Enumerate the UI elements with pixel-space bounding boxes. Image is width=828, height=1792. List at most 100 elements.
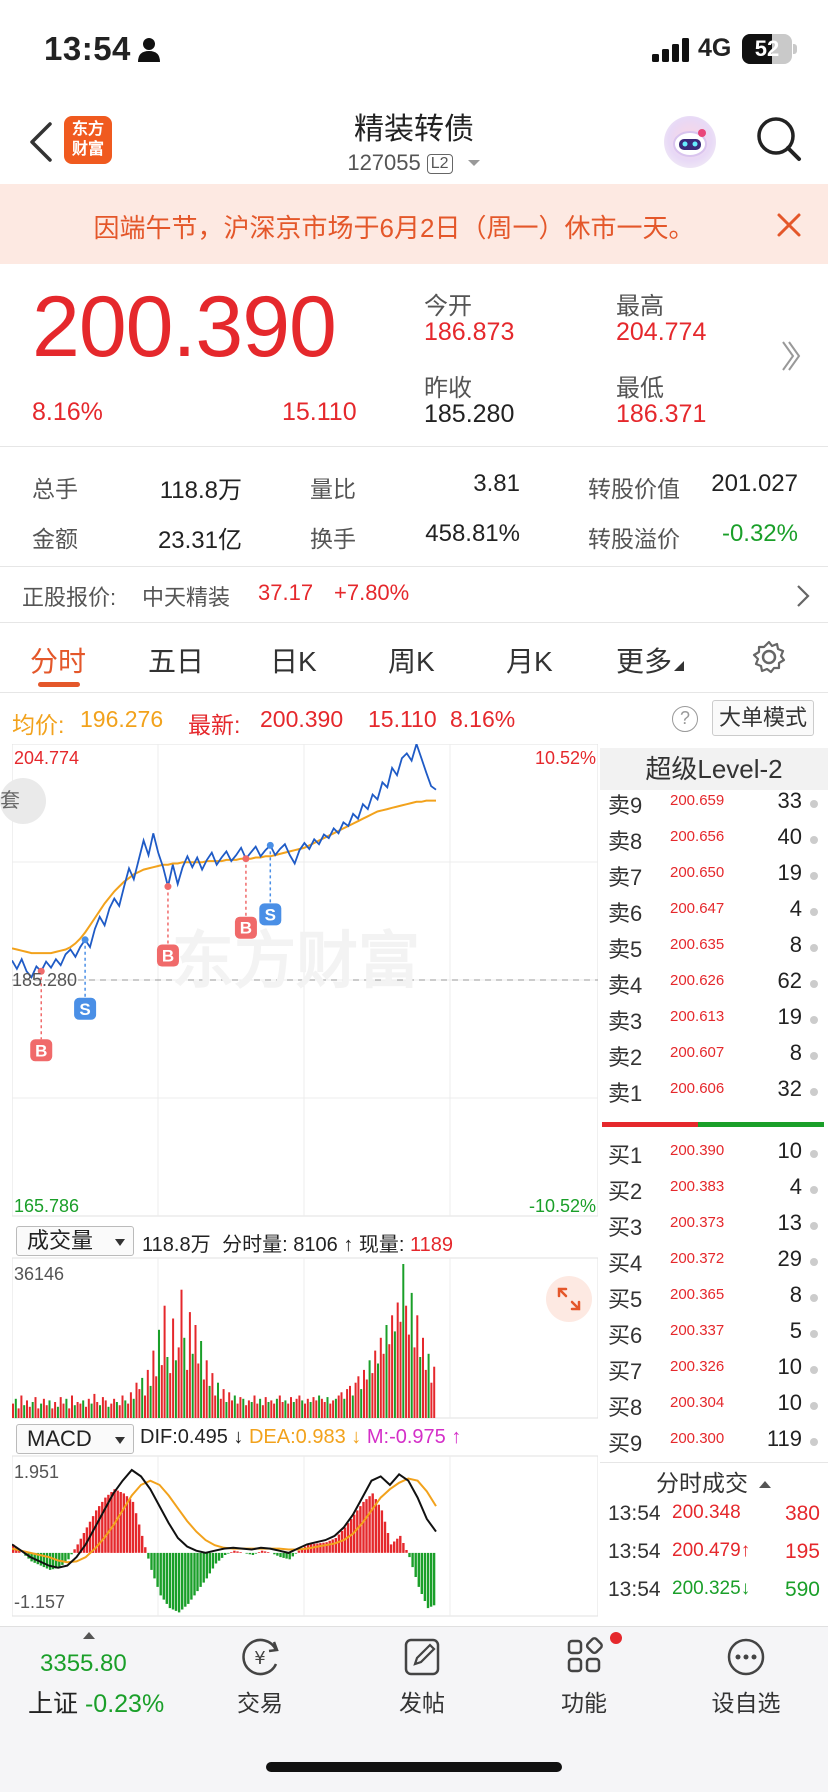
volume-bar — [160, 1365, 163, 1418]
volume-bar — [197, 1363, 200, 1418]
macd-histogram-bar — [119, 1492, 122, 1553]
ask-row[interactable]: 卖8 200.656 40 — [608, 824, 828, 860]
dot-indicator — [810, 1088, 818, 1096]
bid-row[interactable]: 买7 200.326 10 — [608, 1354, 828, 1390]
underlying-name[interactable]: 中天精装 — [142, 585, 231, 610]
volume-bar — [351, 1395, 354, 1418]
tab-intraday[interactable]: 分时 — [30, 646, 87, 677]
volume-bar — [379, 1337, 382, 1418]
macd-histogram-bar — [316, 1543, 319, 1553]
volume-indicator-select[interactable]: 成交量 — [16, 1226, 134, 1256]
bid-row[interactable]: 买2 200.383 4 — [608, 1174, 828, 1210]
notice-text: 因端午节，沪深京市场于6月2日（周一）休市一天。 — [93, 213, 695, 243]
dot-indicator — [810, 836, 818, 844]
ask-row[interactable]: 卖5 200.635 8 — [608, 932, 828, 968]
macd-histogram-bar — [420, 1552, 423, 1594]
dot-indicator — [810, 1402, 818, 1410]
ask-price: 200.647 — [670, 900, 725, 917]
nav-functions[interactable]: 功能 — [534, 1636, 634, 1718]
gear-icon[interactable] — [752, 640, 786, 674]
big-order-mode-button[interactable]: 大单模式 — [712, 700, 814, 736]
bid-row[interactable]: 买4 200.372 29 — [608, 1246, 828, 1282]
bid-row[interactable]: 买9 200.300 119 — [608, 1426, 828, 1462]
trade-marker-dot — [266, 841, 274, 849]
minute-vol-label: 分时量: — [222, 1234, 288, 1256]
ask-row[interactable]: 卖3 200.613 19 — [608, 1004, 828, 1040]
volume-bar — [217, 1382, 219, 1418]
volume-bar — [174, 1360, 177, 1419]
volume-bar — [169, 1373, 172, 1418]
left-badge[interactable]: 套 — [0, 778, 46, 824]
volume-bar — [391, 1315, 394, 1418]
volume-bar — [385, 1325, 388, 1418]
macd-indicator-select[interactable]: MACD — [16, 1424, 134, 1454]
bid-row[interactable]: 买6 200.337 5 — [608, 1318, 828, 1354]
volume-bar — [270, 1400, 273, 1418]
chevron-right-icon[interactable] — [796, 584, 810, 608]
ask-row[interactable]: 卖9 200.659 33 — [608, 788, 828, 824]
change-amount: 15.110 — [282, 398, 357, 426]
ask-strength-bar — [698, 1122, 824, 1127]
index-name-change[interactable]: 上证 -0.23% — [28, 1684, 164, 1720]
volume-bar — [166, 1357, 169, 1418]
nav-add-watchlist[interactable]: 设自选 — [696, 1636, 796, 1718]
index-value[interactable]: 3355.80 — [40, 1650, 127, 1677]
tab-weekly-k[interactable]: 周K — [388, 646, 435, 677]
macd-histogram-bar — [340, 1530, 344, 1553]
dot-indicator — [810, 1258, 818, 1266]
close-icon[interactable] — [772, 208, 806, 242]
bid-row[interactable]: 买3 200.373 13 — [608, 1210, 828, 1246]
expand-icon[interactable] — [546, 1276, 592, 1322]
tab-five-day[interactable]: 五日 — [148, 646, 205, 677]
macd-histogram-bar — [159, 1552, 162, 1596]
underlying-label: 正股报价: — [22, 585, 117, 610]
volume-bar — [37, 1408, 40, 1418]
volume-bar — [388, 1344, 391, 1418]
bid-row[interactable]: 买1 200.390 10 — [608, 1138, 828, 1174]
ask-row[interactable]: 卖7 200.650 19 — [608, 860, 828, 896]
volume-bar — [340, 1392, 343, 1418]
back-chevron-icon[interactable] — [26, 120, 56, 164]
help-icon[interactable]: ? — [672, 706, 698, 732]
m-value: -0.975 — [389, 1426, 446, 1448]
caret-up-icon[interactable] — [82, 1630, 96, 1640]
macd-histogram-bar — [101, 1501, 104, 1553]
tab-monthly-k[interactable]: 月K — [506, 646, 553, 677]
battery-level: 52 — [754, 36, 780, 61]
tab-more[interactable]: 更多 — [616, 640, 685, 680]
macd-histogram-bar — [245, 1552, 248, 1554]
bid-level: 买9 — [608, 1431, 643, 1456]
dropdown-caret-icon — [467, 160, 480, 166]
app-logo[interactable]: 东方财富 — [64, 116, 112, 164]
dot-indicator — [810, 908, 818, 916]
tab-daily-k[interactable]: 日K — [270, 646, 317, 677]
macd-histogram-bar — [64, 1552, 67, 1563]
macd-histogram-bar — [230, 1552, 233, 1553]
ask-row[interactable]: 卖2 200.607 8 — [608, 1040, 828, 1076]
trade-marker-label: B — [240, 919, 252, 938]
ask-row[interactable]: 卖1 200.606 32 — [608, 1076, 828, 1112]
macd-histogram-bar — [383, 1521, 387, 1553]
nav-trade[interactable]: ¥ 交易 — [210, 1636, 310, 1718]
macd-histogram-bar — [67, 1552, 70, 1560]
volume-bar — [363, 1369, 365, 1418]
search-icon[interactable] — [754, 114, 804, 164]
bid-row[interactable]: 买5 200.365 8 — [608, 1282, 828, 1318]
security-code[interactable]: 127055 L2 — [250, 150, 578, 176]
macd-histogram-bar — [423, 1552, 427, 1601]
assistant-robot-icon[interactable] — [664, 116, 716, 168]
pct-max-label: 10.52% — [535, 748, 596, 768]
ask-row[interactable]: 卖4 200.626 62 — [608, 968, 828, 1004]
volume-bar — [315, 1400, 318, 1418]
macd-histogram-bar — [282, 1552, 285, 1558]
volume-bar — [73, 1405, 76, 1418]
bid-row[interactable]: 买8 200.304 10 — [608, 1390, 828, 1426]
double-chevron-right-icon[interactable] — [780, 338, 802, 374]
ticks-header[interactable]: 分时成交 — [600, 1462, 828, 1502]
ask-row[interactable]: 卖6 200.647 4 — [608, 896, 828, 932]
volume-bar — [118, 1405, 121, 1418]
nav-post[interactable]: 发帖 — [372, 1636, 472, 1718]
macd-histogram-bar — [217, 1552, 221, 1561]
volume-bar — [396, 1302, 399, 1418]
